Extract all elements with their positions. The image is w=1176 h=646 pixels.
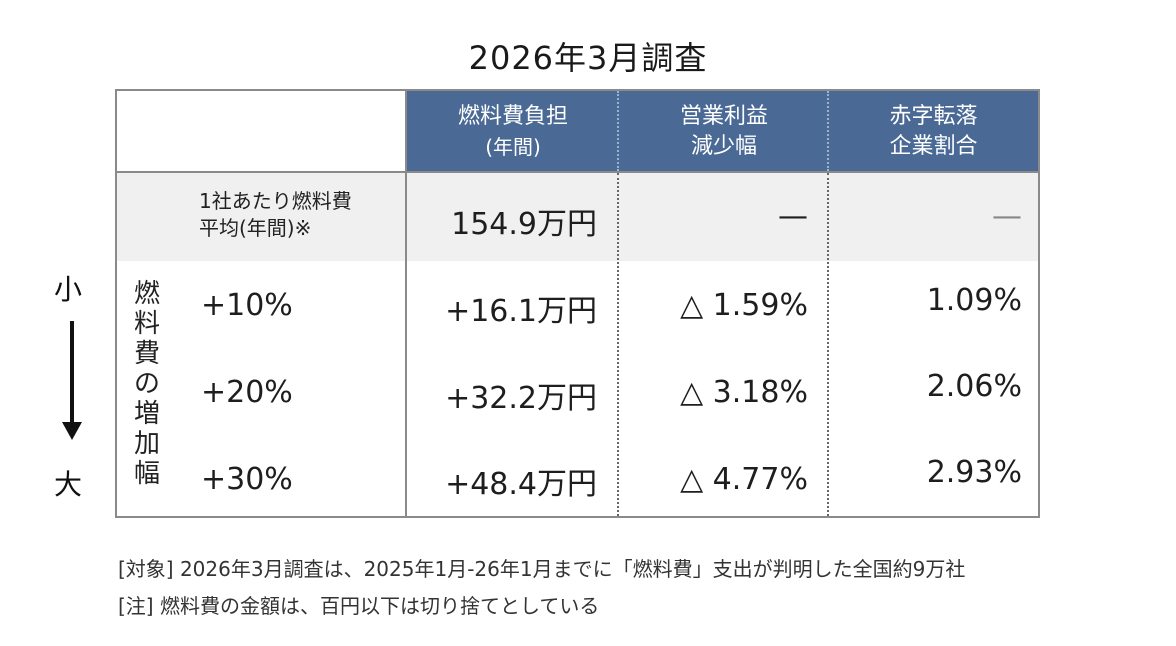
header-divider-3 — [827, 91, 829, 171]
average-label-line2: 平均(年間)※ — [199, 216, 312, 240]
header-profit-decline-line1: 営業利益 — [679, 104, 768, 129]
average-burden-value: 154.9万円 — [451, 207, 597, 242]
row2-profit-decline: △ 3.18% — [680, 375, 808, 410]
row3-deficit-ratio: 2.93% — [926, 455, 1022, 490]
increase-vertical-label: 燃料費の増加幅 — [132, 279, 162, 489]
column-divider-2 — [617, 173, 619, 516]
row1-deficit-ratio: 1.09% — [926, 283, 1022, 318]
row2-deficit-ratio: 2.06% — [926, 369, 1022, 404]
note-target: [対象] 2026年3月調査は、2025年1月-26年1月までに「燃料費」支出が… — [118, 557, 966, 581]
row3-profit-decline: △ 4.77% — [680, 462, 808, 497]
header-divider-2 — [617, 91, 619, 171]
row2-increase: +20% — [201, 375, 293, 410]
average-row — [117, 173, 1038, 261]
row1-increase: +10% — [201, 288, 293, 323]
average-profit-decline-value: — — [778, 199, 808, 234]
column-divider-1 — [405, 91, 407, 516]
header-deficit-ratio-line2: 企業割合 — [889, 134, 978, 159]
fuel-cost-table: 燃料費負担 (年間) 営業利益 減少幅 赤字転落 企業割合 1社あたり燃料費 平… — [115, 89, 1040, 518]
header-fuel-burden-line2: (年間) — [485, 135, 541, 159]
header-profit-decline-line2: 減少幅 — [690, 134, 757, 159]
column-divider-3 — [827, 173, 829, 516]
row3-increase: +30% — [201, 462, 293, 497]
scale-large-label: 大 — [54, 468, 83, 501]
header-fuel-burden: 燃料費負担 (年間) — [407, 91, 619, 173]
scale-small-label: 小 — [54, 273, 83, 306]
average-label-line1: 1社あたり燃料費 — [199, 189, 352, 213]
header-deficit-ratio-line1: 赤字転落 — [889, 104, 978, 129]
increase-label-text: 燃料費の増加幅 — [133, 279, 160, 489]
note-remark: [注] 燃料費の金額は、百円以下は切り捨てとしている — [118, 594, 600, 618]
page-title: 2026年3月調査 — [468, 39, 708, 77]
header-divider — [117, 171, 1038, 173]
row2-burden: +32.2万円 — [445, 381, 597, 416]
down-arrow-icon — [70, 321, 74, 425]
average-deficit-ratio-value: — — [992, 199, 1022, 234]
header-profit-decline: 営業利益 減少幅 — [619, 91, 829, 173]
header-deficit-ratio: 赤字転落 企業割合 — [829, 91, 1038, 173]
row3-burden: +48.4万円 — [445, 467, 597, 502]
arrow-head-icon — [62, 422, 82, 440]
row1-profit-decline: △ 1.59% — [680, 288, 808, 323]
row1-burden: +16.1万円 — [445, 294, 597, 329]
header-fuel-burden-line1: 燃料費負担 — [457, 104, 568, 129]
